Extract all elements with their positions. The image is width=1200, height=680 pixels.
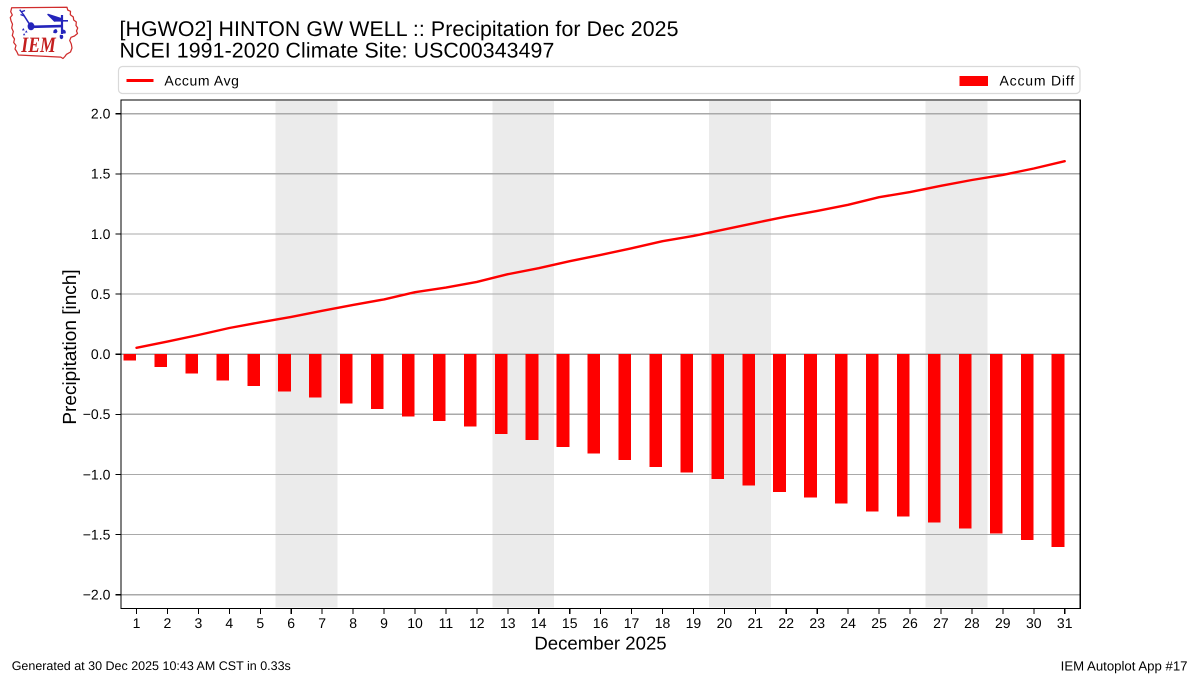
svg-text:23: 23 — [809, 615, 825, 631]
svg-text:12: 12 — [469, 615, 485, 631]
svg-text:December 2025: December 2025 — [534, 632, 666, 653]
svg-text:Precipitation [inch]: Precipitation [inch] — [60, 269, 81, 424]
svg-text:19: 19 — [686, 615, 702, 631]
svg-text:−2.0: −2.0 — [83, 587, 111, 603]
svg-text:29: 29 — [995, 615, 1011, 631]
svg-text:30: 30 — [1026, 615, 1042, 631]
svg-text:27: 27 — [933, 615, 949, 631]
svg-text:1.0: 1.0 — [91, 226, 111, 242]
svg-text:−1.0: −1.0 — [83, 466, 111, 482]
svg-text:2: 2 — [164, 615, 172, 631]
svg-text:14: 14 — [531, 615, 547, 631]
svg-text:20: 20 — [717, 615, 733, 631]
svg-text:8: 8 — [349, 615, 357, 631]
svg-text:−0.5: −0.5 — [83, 406, 111, 422]
svg-text:25: 25 — [871, 615, 887, 631]
svg-text:16: 16 — [593, 615, 609, 631]
svg-text:IEM Autoplot App #17: IEM Autoplot App #17 — [1061, 658, 1188, 673]
svg-text:−1.5: −1.5 — [83, 527, 111, 543]
svg-text:18: 18 — [655, 615, 671, 631]
svg-text:1: 1 — [133, 615, 141, 631]
svg-text:11: 11 — [439, 615, 454, 631]
svg-text:10: 10 — [407, 615, 423, 631]
svg-text:5: 5 — [256, 615, 264, 631]
svg-text:22: 22 — [778, 615, 794, 631]
svg-text:31: 31 — [1057, 615, 1073, 631]
svg-text:24: 24 — [840, 615, 856, 631]
svg-text:13: 13 — [500, 615, 516, 631]
svg-text:[HGWO2] HINTON GW WELL :: Prec: [HGWO2] HINTON GW WELL :: Precipitation … — [120, 17, 679, 41]
svg-text:28: 28 — [964, 615, 980, 631]
svg-text:NCEI 1991-2020 Climate Site: U: NCEI 1991-2020 Climate Site: USC00343497 — [120, 39, 555, 63]
svg-text:Accum Avg: Accum Avg — [164, 73, 239, 89]
svg-text:9: 9 — [380, 615, 388, 631]
svg-text:4: 4 — [225, 615, 233, 631]
svg-text:21: 21 — [748, 615, 764, 631]
svg-text:Accum Diff: Accum Diff — [1000, 73, 1075, 89]
svg-text:3: 3 — [195, 615, 203, 631]
svg-text:2.0: 2.0 — [91, 106, 111, 122]
svg-text:6: 6 — [287, 615, 295, 631]
svg-text:1.5: 1.5 — [91, 166, 111, 182]
svg-text:0.0: 0.0 — [91, 346, 111, 362]
svg-text:17: 17 — [624, 615, 640, 631]
svg-text:26: 26 — [902, 615, 918, 631]
svg-text:Generated at 30 Dec 2025 10:43: Generated at 30 Dec 2025 10:43 AM CST in… — [12, 659, 291, 673]
svg-text:15: 15 — [562, 615, 578, 631]
svg-text:7: 7 — [318, 615, 326, 631]
svg-text:IEM: IEM — [20, 32, 56, 57]
svg-text:0.5: 0.5 — [91, 286, 111, 302]
